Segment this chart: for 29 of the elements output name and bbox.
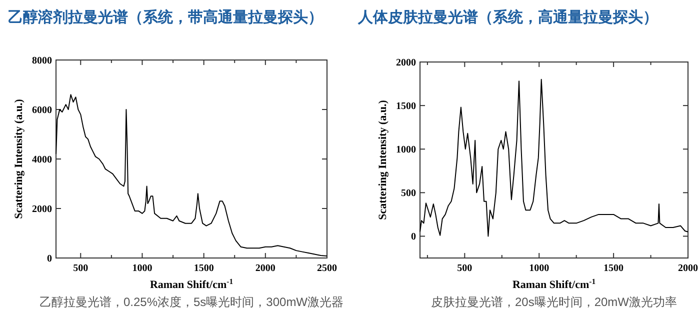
x-tick-label: 2000: [678, 263, 698, 274]
text: 皮肤拉曼光谱，20s曝光时间，20mW激光功率: [430, 295, 678, 309]
x-tick-label: 1000: [529, 263, 550, 274]
x-tick-label: 1000: [132, 263, 152, 274]
x-tick-label: 500: [457, 263, 472, 274]
y-tick-label: 0: [411, 232, 416, 243]
x-axis-title: Raman Shift/cm$^{-1}$: [150, 276, 234, 291]
y-axis-title: Scattering Intensity (a.u.): [13, 98, 25, 219]
y-tick-label: 0: [47, 254, 52, 264]
y-tick-label: 6000: [32, 105, 52, 116]
y-tick-label: 1500: [396, 101, 416, 112]
x-tick-label: 1500: [194, 263, 214, 274]
y-axis-title: Scattering Intensity (a.u.): [377, 100, 389, 220]
y-tick-label: 2000: [32, 204, 52, 215]
line-series: [420, 78, 688, 237]
chart-title: 乙醇溶剂拉曼光谱（系统，带高通量拉曼探头）: [8, 8, 323, 26]
x-tick-label: 500: [73, 263, 88, 274]
y-tick-label: 2000: [396, 58, 416, 68]
y-tick-label: 4000: [32, 154, 52, 166]
y-tick-label: 1000: [396, 144, 416, 156]
x-tick-label: 2500: [317, 263, 337, 274]
x-tick-label: 2000: [255, 263, 276, 274]
line-series: [56, 94, 328, 257]
text: 乙醇拉曼光谱，0.25%浓度，5s曝光时间，300mW激光器: [39, 295, 344, 309]
x-axis-title: Raman Shift/cm$^{-1}$: [512, 276, 596, 291]
y-tick-label: 8000: [32, 56, 52, 66]
chart-title: 人体皮肤拉曼光谱（系统，高通量拉曼探头）: [357, 8, 658, 26]
y-tick-label: 500: [401, 188, 416, 200]
x-tick-label: 1500: [604, 263, 624, 274]
